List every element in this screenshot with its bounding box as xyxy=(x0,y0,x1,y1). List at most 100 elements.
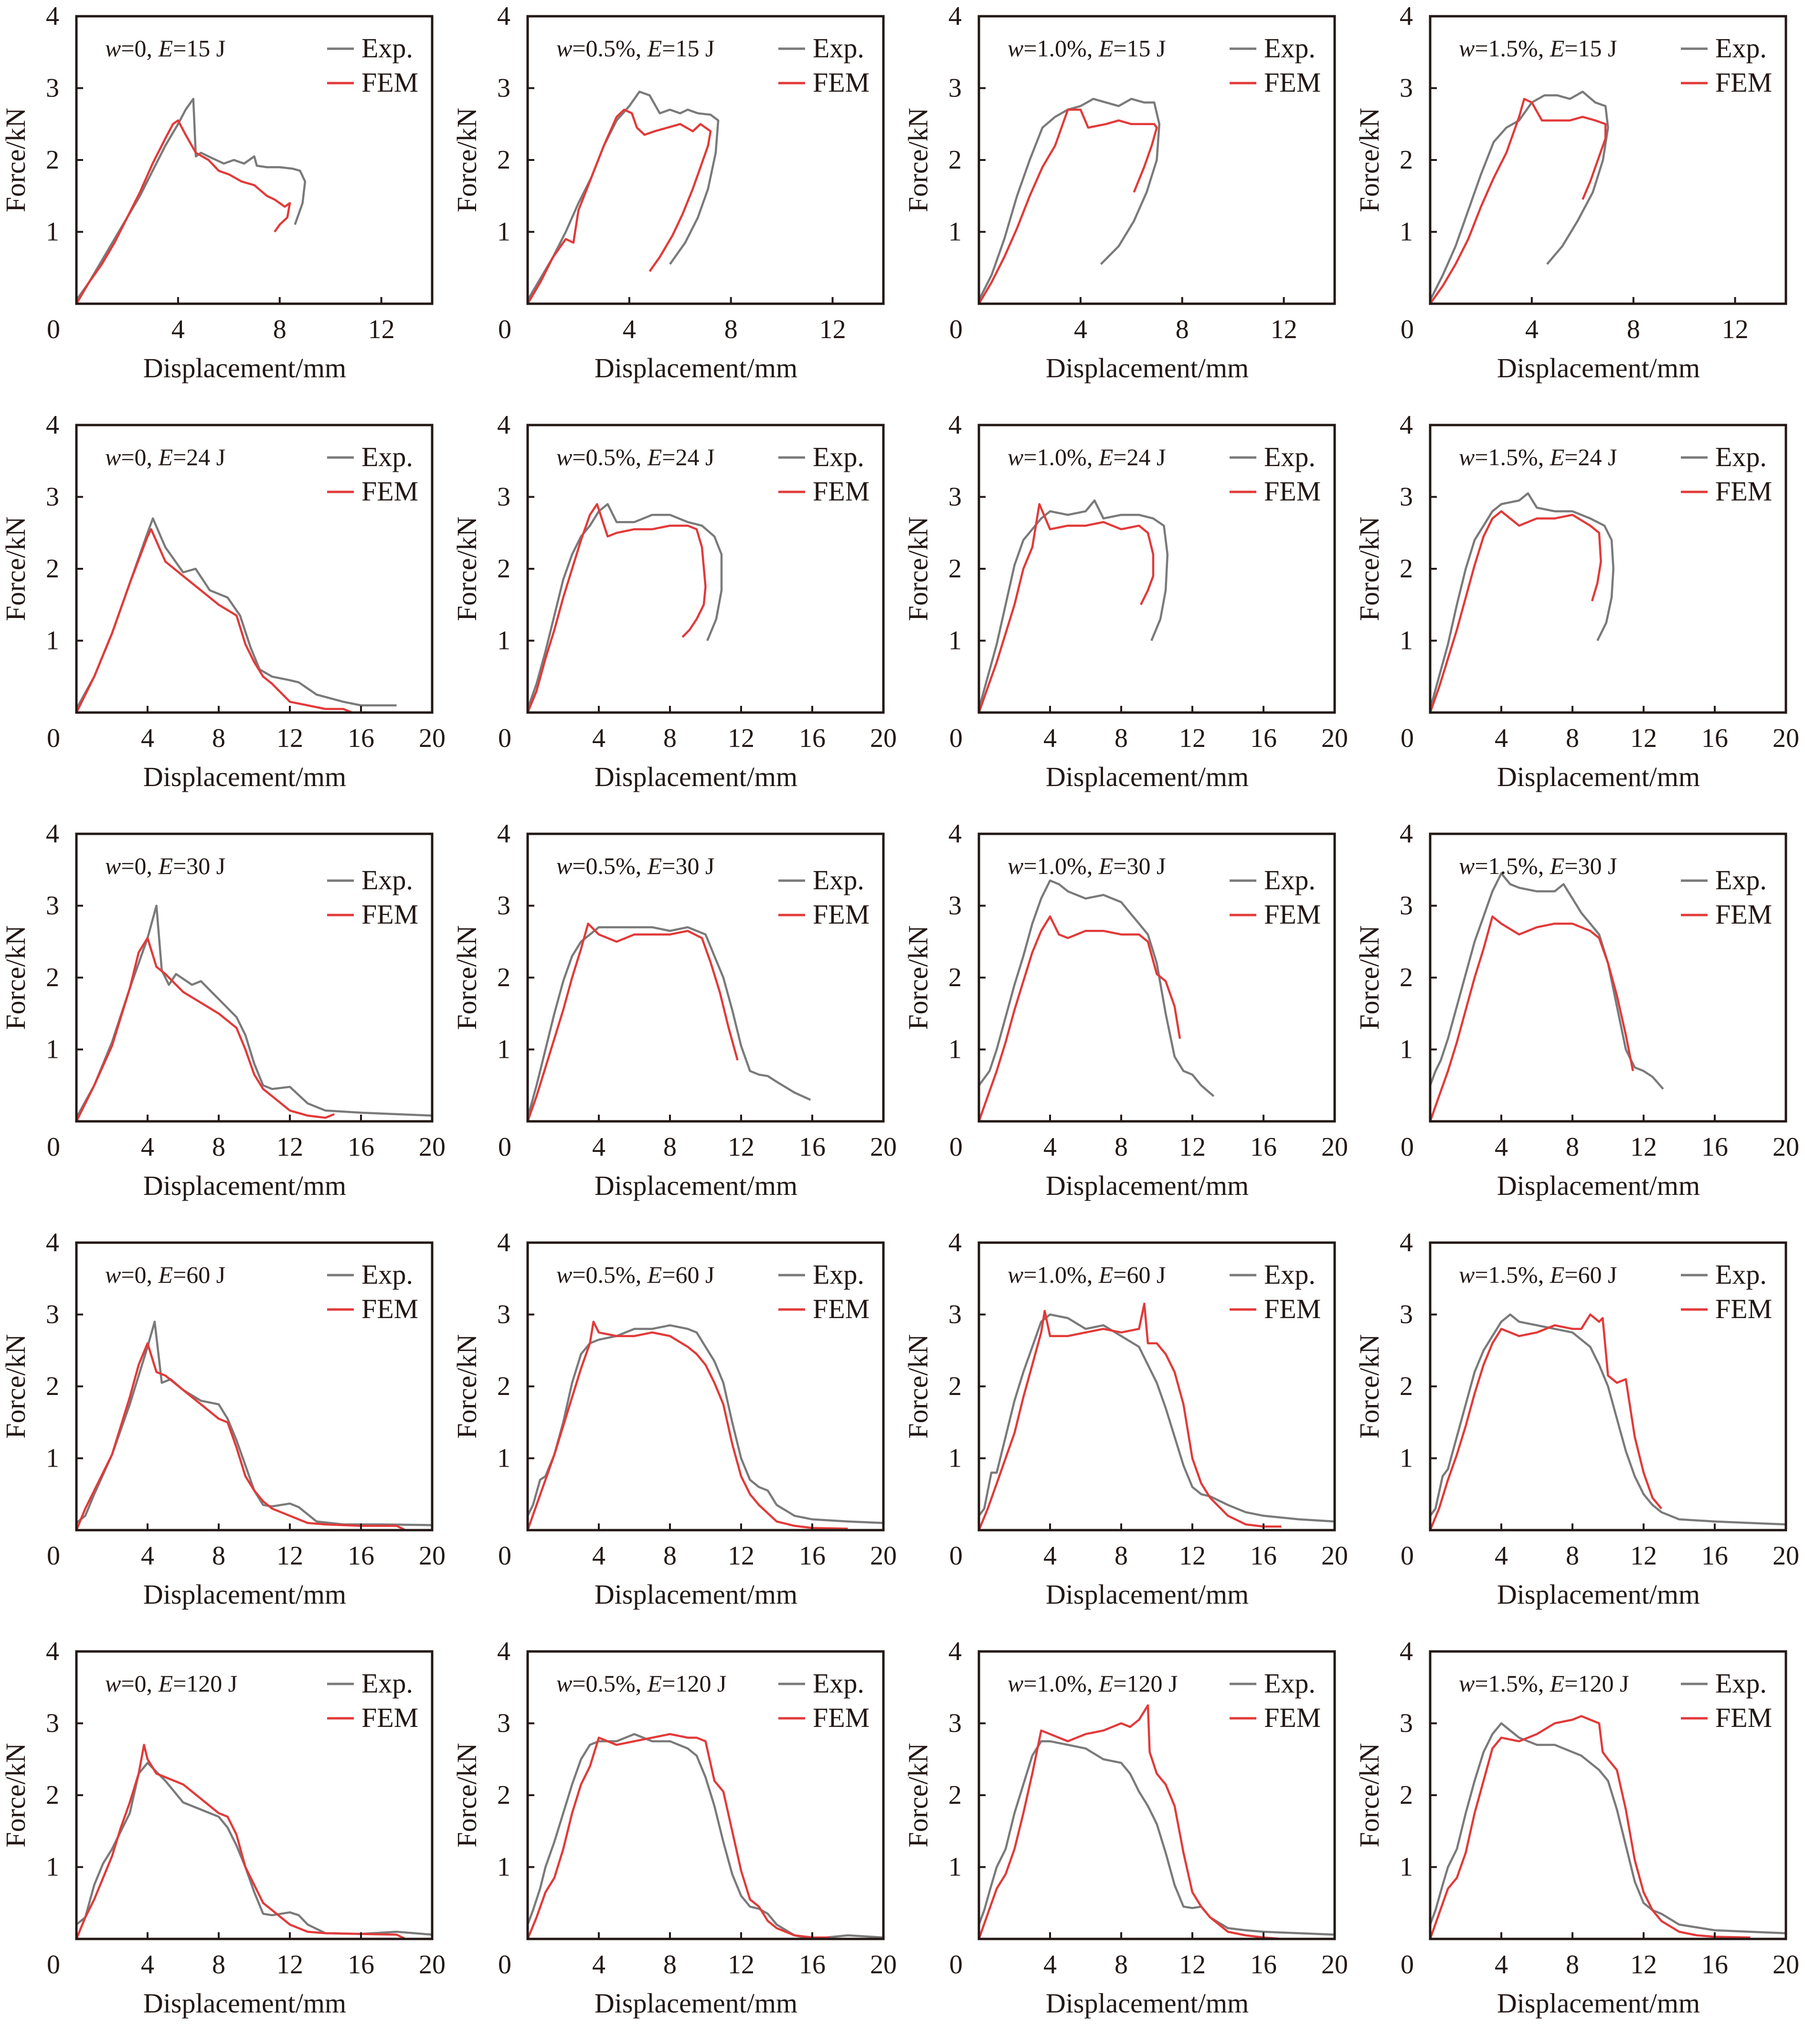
fem-series-line xyxy=(977,915,1181,1122)
y-tick-label: 1 xyxy=(46,626,59,656)
y-tick-label: 3 xyxy=(46,74,59,103)
x-tick-label: 0 xyxy=(498,1950,511,1980)
x-tick-label: 20 xyxy=(1321,1132,1348,1162)
x-tick-label: 20 xyxy=(1321,1541,1348,1571)
y-tick-label: 2 xyxy=(1400,554,1413,584)
y-tick-label: 2 xyxy=(46,1372,59,1401)
exp-series-line xyxy=(75,517,397,710)
fem-series-line xyxy=(526,1320,848,1531)
y-axis-title: Force/kN xyxy=(1354,1743,1385,1847)
x-tick-label: 16 xyxy=(1701,1541,1728,1571)
x-tick-label: 0 xyxy=(949,315,963,344)
y-tick-label: 4 xyxy=(1400,1,1413,31)
subplot-8: 0 4 8 12 16 20 1 2 3 4 Displacement/mm Force/kN w=1.… xyxy=(1354,409,1805,818)
y-tick-label: 4 xyxy=(1400,1637,1413,1666)
chart-svg: 0 4 8 12 16 201234Displacement/mmForce/kNw=1.… xyxy=(902,410,1348,792)
x-axis-title: Displacement/mm xyxy=(1497,1579,1700,1610)
legend-exp-label: Exp. xyxy=(813,1259,864,1290)
y-axis-title: Force/kN xyxy=(0,925,31,1030)
y-tick-label: 1 xyxy=(1400,626,1413,656)
y-tick-label: 1 xyxy=(948,1444,962,1473)
fem-series-line xyxy=(1429,510,1602,713)
x-tick-label: 4 xyxy=(141,724,154,753)
condition-annotation: w=1.0%, E=30 J xyxy=(1008,852,1166,879)
chart-svg: 0 4 8 12 16 201234Displacement/mmForce/kNw=0.… xyxy=(451,1637,897,2019)
y-tick-label: 2 xyxy=(46,1780,59,1810)
x-tick-label: 20 xyxy=(1773,1950,1799,1980)
subplot-20: 0 4 8 12 16 20 1 2 3 4 Displacement/mm Force/kN w=1.… xyxy=(1354,1635,1805,2044)
y-tick-label: 2 xyxy=(948,1372,962,1401)
exp-series-line xyxy=(978,1313,1335,1523)
exp-series-line xyxy=(526,1733,884,1940)
condition-annotation: w=1.0%, E=60 J xyxy=(1008,1261,1166,1288)
x-tick-label: 0 xyxy=(949,1950,963,1980)
y-tick-label: 3 xyxy=(1400,891,1413,921)
chart-svg: 0 4 8 12 16 201234Displacement/mmForce/kNw=0,… xyxy=(0,1228,446,1610)
x-tick-label: 4 xyxy=(1043,1132,1057,1162)
x-tick-label: 8 xyxy=(1566,1132,1579,1162)
y-axis-title: Force/kN xyxy=(1354,107,1385,212)
y-tick-label: 3 xyxy=(1400,1709,1413,1738)
x-tick-label: 16 xyxy=(799,1950,826,1980)
chart-svg: 0 4 8 12 16 201234Displacement/mmForce/kNw=0.… xyxy=(451,819,897,1201)
y-tick-label: 1 xyxy=(948,1852,962,1882)
x-tick-label: 8 xyxy=(663,724,677,753)
x-tick-label: 0 xyxy=(47,1950,60,1980)
x-axis-title: Displacement/mm xyxy=(143,1170,346,1201)
x-tick-label: 8 xyxy=(1566,1541,1579,1571)
chart-svg: 0 4 8 12 16 201234Displacement/mmForce/kNw=0,… xyxy=(0,819,446,1201)
condition-annotation: w=1.5%, E=30 J xyxy=(1459,852,1617,879)
fem-series-line xyxy=(526,922,739,1122)
x-tick-label: 20 xyxy=(419,1132,446,1162)
condition-annotation: w=0, E=15 J xyxy=(105,35,225,62)
condition-annotation: w=1.5%, E=120 J xyxy=(1459,1670,1629,1697)
fem-series-line xyxy=(75,528,353,714)
x-axis-title: Displacement/mm xyxy=(143,761,346,792)
y-axis-title: Force/kN xyxy=(902,107,934,212)
legend-exp-label: Exp. xyxy=(1264,1668,1316,1699)
condition-annotation: w=1.5%, E=24 J xyxy=(1459,444,1617,470)
legend-fem-label: FEM xyxy=(1264,1702,1321,1733)
chart-svg: 0 4 8 12 16 201234Displacement/mmForce/kNw=0,… xyxy=(0,1637,446,2019)
y-tick-label: 4 xyxy=(46,1,59,31)
x-tick-label: 8 xyxy=(1566,1950,1579,1980)
exp-series-line xyxy=(75,1320,433,1526)
y-tick-label: 1 xyxy=(948,626,962,656)
x-axis-title: Displacement/mm xyxy=(595,1170,797,1201)
x-tick-label: 8 xyxy=(724,315,738,344)
x-tick-label: 0 xyxy=(1401,1950,1414,1980)
y-tick-label: 2 xyxy=(948,1780,962,1810)
y-tick-label: 2 xyxy=(497,1372,510,1401)
condition-annotation: w=1.0%, E=15 J xyxy=(1008,35,1166,62)
y-tick-label: 3 xyxy=(46,1300,59,1330)
x-tick-label: 12 xyxy=(728,724,754,753)
subplot-10: 0 4 8 12 16 20 1 2 3 4 Displacement/mm Force/kN w=0.… xyxy=(451,818,902,1226)
condition-annotation: w=1.0%, E=24 J xyxy=(1008,444,1166,470)
x-tick-label: 12 xyxy=(1179,1541,1206,1571)
x-tick-label: 0 xyxy=(949,724,963,753)
y-axis-title: Force/kN xyxy=(0,516,31,621)
subplot-3: 0 4 8 12 1 2 3 4 Displacement/mm Force/kN w=1.0%, … xyxy=(902,0,1354,409)
subplot-15: 0 4 8 12 16 20 1 2 3 4 Displacement/mm Force/kN w=1.… xyxy=(902,1226,1354,1635)
legend-fem-label: FEM xyxy=(1715,1293,1772,1324)
x-tick-label: 4 xyxy=(141,1132,154,1162)
y-tick-label: 3 xyxy=(46,1709,59,1738)
x-tick-label: 20 xyxy=(870,1132,897,1162)
legend-exp-label: Exp. xyxy=(361,1668,413,1699)
x-tick-label: 12 xyxy=(368,315,395,344)
x-tick-label: 8 xyxy=(663,1950,677,1980)
chart-svg: 0 4 8 12 16 201234Displacement/mmForce/kNw=1.… xyxy=(1354,410,1799,792)
legend-exp-label: Exp. xyxy=(813,32,864,64)
subplot-2: 0 4 8 12 1 2 3 4 Displacement/mm Force/kN w=0.5%, … xyxy=(451,0,902,409)
x-tick-label: 4 xyxy=(1043,724,1057,753)
y-axis-title: Force/kN xyxy=(451,516,482,621)
x-tick-label: 4 xyxy=(592,724,605,753)
x-axis-title: Displacement/mm xyxy=(595,761,797,792)
y-tick-label: 3 xyxy=(1400,1300,1413,1330)
legend-exp-label: Exp. xyxy=(1715,32,1767,64)
x-axis-title: Displacement/mm xyxy=(1497,352,1700,383)
x-tick-label: 20 xyxy=(1321,724,1348,753)
x-tick-label: 4 xyxy=(141,1950,154,1980)
chart-svg: 0 4 8 12 16 201234Displacement/mmForce/kNw=0.… xyxy=(451,410,897,792)
x-tick-label: 16 xyxy=(799,1541,826,1571)
